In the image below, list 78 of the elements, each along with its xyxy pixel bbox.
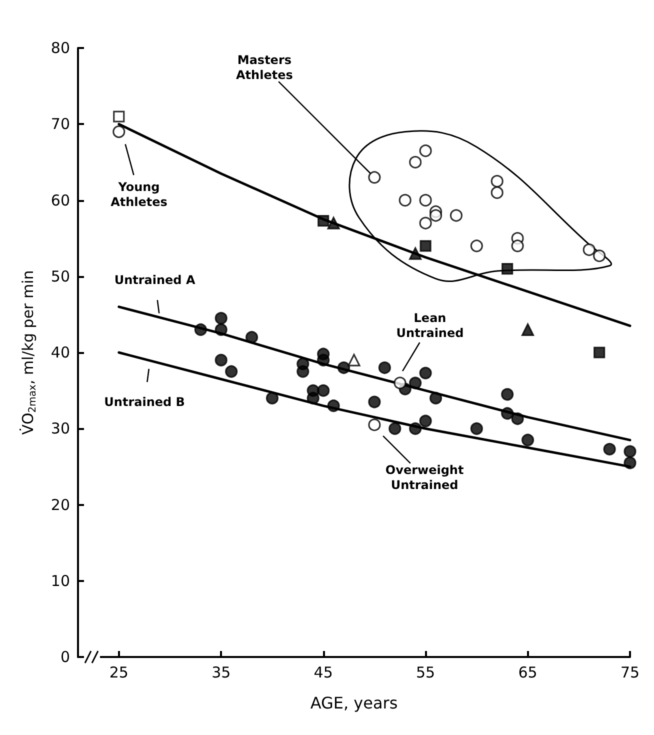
point (419, 414, 432, 428)
x-tick-label: 25 (109, 664, 128, 682)
point (368, 418, 381, 432)
y-tick-label: 70 (50, 115, 70, 134)
point (419, 216, 432, 230)
point (429, 392, 442, 404)
annotation: Overweight Untrained (385, 462, 464, 492)
point (214, 354, 228, 366)
y-tick-label: 10 (50, 572, 70, 590)
point (266, 392, 279, 404)
y-tick-label: 40 (50, 344, 70, 362)
point (470, 422, 483, 435)
point (450, 209, 463, 222)
point (501, 407, 514, 420)
point (409, 376, 422, 390)
point (420, 240, 432, 252)
point (317, 384, 330, 397)
point (214, 323, 228, 336)
point (470, 240, 483, 252)
y-tick-label: 30 (50, 420, 70, 438)
point (593, 250, 606, 262)
point (368, 396, 381, 408)
point (624, 445, 636, 458)
y-tick-label: 50 (50, 267, 70, 286)
point (624, 456, 636, 470)
point (327, 216, 340, 230)
point (409, 156, 422, 168)
point (398, 194, 412, 207)
annotation: Untrained A (114, 273, 196, 288)
point (582, 243, 596, 256)
point (419, 366, 432, 380)
point (409, 247, 422, 260)
point (194, 323, 207, 336)
point (521, 434, 534, 446)
point (394, 376, 406, 390)
point (490, 174, 504, 188)
point (112, 125, 126, 138)
y-tick-label: 80 (50, 39, 70, 57)
point (113, 110, 125, 122)
point (348, 354, 360, 366)
point (318, 215, 330, 227)
point (327, 399, 340, 412)
annotation: Untrained B (104, 394, 185, 409)
point (511, 240, 524, 252)
y-tick-label: 60 (50, 191, 70, 210)
point (378, 361, 391, 374)
point (511, 412, 524, 426)
point (521, 323, 534, 336)
point (502, 262, 514, 275)
point (603, 442, 616, 456)
point (225, 365, 238, 378)
x-tick-label: 65 (518, 664, 538, 682)
y-tick-label: 20 (50, 496, 70, 514)
y-tick-label: 0 (60, 648, 70, 666)
point (409, 422, 422, 435)
point (594, 346, 606, 358)
annotation: Lean Untrained (396, 310, 464, 340)
x-tick-label: 35 (212, 664, 231, 682)
point (296, 365, 310, 378)
point (337, 361, 350, 374)
x-tick-label: 45 (314, 664, 333, 682)
point (419, 194, 432, 207)
point (501, 388, 514, 401)
point (429, 209, 442, 222)
point (368, 171, 381, 184)
point (245, 330, 258, 344)
point (317, 354, 330, 366)
point (306, 392, 320, 404)
y-axis-title: V̇O2max, ml/kg per min (19, 270, 38, 435)
point (214, 312, 228, 325)
x-axis-title: AGE, years (310, 694, 398, 712)
point (490, 186, 504, 199)
point (388, 422, 402, 435)
x-tick-label: 75 (620, 664, 640, 682)
annotation: Masters Athletes (236, 52, 293, 82)
point (419, 144, 432, 158)
annotation: Young Athletes (110, 180, 168, 209)
x-tick-label: 55 (416, 664, 436, 682)
